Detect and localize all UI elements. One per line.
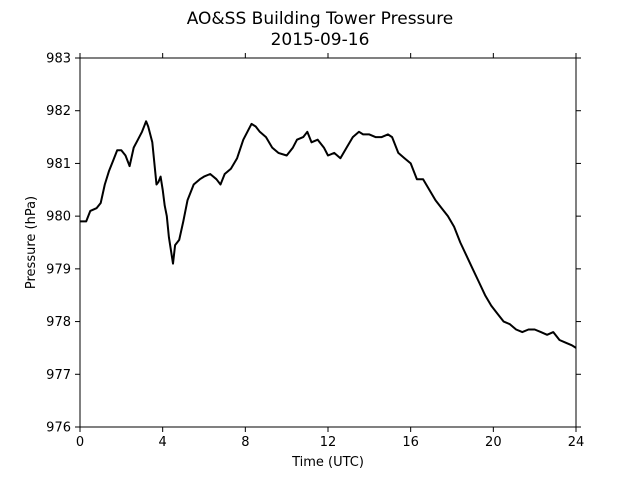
y-tick-label: 983 <box>46 52 71 67</box>
x-tick-label: 16 <box>402 435 419 450</box>
series-line-pressure <box>80 120 577 349</box>
x-axis: 0 4 8 12 16 20 24 <box>76 53 584 450</box>
x-tick-label: 8 <box>241 435 249 450</box>
x-tick-label: 24 <box>568 435 585 450</box>
chart-subtitle: 2015-09-16 <box>271 30 370 50</box>
y-tick-label: 980 <box>46 210 71 225</box>
y-tick-label: 979 <box>46 262 71 277</box>
y-tick-label: 981 <box>46 157 71 172</box>
y-axis-label: Pressure (hPa) <box>24 196 39 289</box>
x-tick-label: 20 <box>485 435 502 450</box>
x-tick-label: 12 <box>320 435 337 450</box>
y-tick-label: 976 <box>46 421 71 436</box>
y-tick-label: 977 <box>46 368 71 383</box>
plot-area-frame <box>79 57 577 428</box>
x-axis-label: Time (UTC) <box>291 455 364 470</box>
chart-title: AO&SS Building Tower Pressure <box>187 9 454 29</box>
y-tick-label: 982 <box>46 104 71 119</box>
y-tick-label: 978 <box>46 315 71 330</box>
y-axis: 976 977 978 979 980 981 982 983 <box>46 52 581 436</box>
x-tick-label: 4 <box>159 435 167 450</box>
x-tick-label: 0 <box>76 435 84 450</box>
